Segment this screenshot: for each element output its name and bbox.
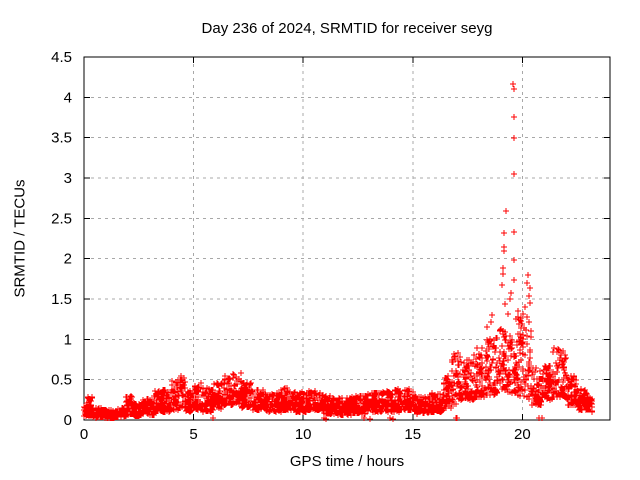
x-axis-label: GPS time / hours bbox=[289, 453, 405, 470]
y-tick-label: 0 bbox=[64, 412, 72, 429]
chart-title: Day 236 of 2024, SRMTID for receiver sey… bbox=[201, 20, 493, 37]
x-tick-label: 0 bbox=[80, 426, 88, 443]
y-tick-label: 3.5 bbox=[51, 130, 72, 147]
y-tick-label: 2.5 bbox=[51, 210, 72, 227]
y-tick-label: 4.5 bbox=[51, 49, 72, 66]
x-tick-label: 15 bbox=[404, 426, 421, 443]
plot-border bbox=[83, 56, 611, 421]
y-tick-label: 0.5 bbox=[51, 372, 72, 389]
y-tick-label: 3 bbox=[64, 170, 72, 187]
y-tick-label: 2 bbox=[64, 251, 72, 268]
y-tick-label: 4 bbox=[64, 89, 72, 106]
x-tick-label: 5 bbox=[189, 426, 197, 443]
x-tick-label: 10 bbox=[295, 426, 312, 443]
scatter-points-srmtid bbox=[81, 81, 595, 422]
y-tick-label: 1 bbox=[64, 331, 72, 348]
y-tick-label: 1.5 bbox=[51, 291, 72, 308]
x-tick-label: 20 bbox=[514, 426, 531, 443]
